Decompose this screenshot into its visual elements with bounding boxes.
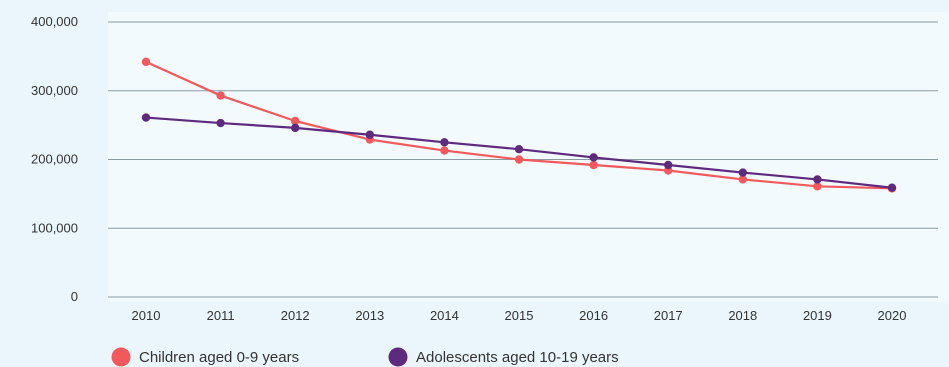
data-point [365,130,374,139]
x-tick-label: 2011 [207,308,235,323]
x-tick-label: 2010 [132,308,161,323]
data-point [440,146,449,155]
legend: Children aged 0-9 years Adolescents aged … [111,347,619,367]
data-point [514,144,524,154]
legend-label: Adolescents aged 10-19 years [416,349,619,366]
data-point [589,160,598,170]
x-tick-label: 2013 [355,308,384,323]
legend-swatch [388,347,408,367]
x-tick-label: 2012 [281,308,310,323]
data-point [216,118,225,128]
y-tick-label: 0 [71,289,78,304]
y-tick-label: 100,000 [31,220,78,235]
data-point [589,153,598,162]
data-point [813,175,822,184]
plot-area [108,12,949,302]
y-tick-label: 300,000 [31,83,78,98]
data-point [514,155,524,164]
data-point [216,91,225,100]
x-tick-label: 2017 [654,308,683,323]
data-point [738,168,747,177]
x-tick-label: 2019 [803,308,832,323]
x-axis: 2010 2011 2012 2013 2014 2015 2016 2017 2018 2019… [132,308,907,323]
x-tick-label: 2015 [505,308,534,323]
data-point [738,175,747,184]
data-point [664,160,673,170]
data-point [440,138,449,147]
legend-swatch [111,347,131,367]
data-point [813,182,822,191]
data-point [141,57,151,67]
data-point [291,123,300,133]
x-tick-label: 2016 [579,308,608,323]
x-tick-label: 2014 [430,308,459,323]
y-axis: 0 100,000 200,000 300,000 400,000 [31,14,78,304]
data-point [887,183,897,192]
legend-label: Children aged 0-9 years [139,349,299,366]
y-tick-label: 200,000 [31,152,78,167]
y-tick-label: 400,000 [31,14,78,29]
x-tick-label: 2018 [728,308,757,323]
data-point [141,113,151,122]
series-points [141,57,897,193]
x-tick-label: 2020 [878,308,907,323]
data-point [291,116,300,126]
